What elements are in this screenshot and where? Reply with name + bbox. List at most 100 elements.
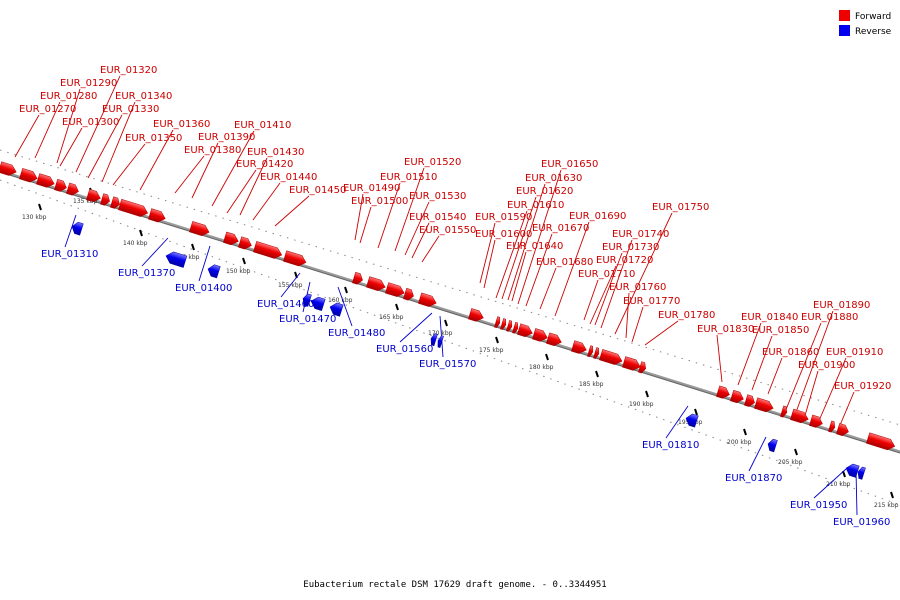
forward-gene[interactable] [517,323,534,339]
reverse-gene[interactable] [684,412,699,428]
legend-forward-label: Forward [855,12,891,22]
forward-gene[interactable] [54,178,68,193]
forward-gene[interactable] [744,394,756,408]
forward-gene[interactable] [593,347,600,360]
forward-gene-label: EUR_01490 [343,183,400,194]
forward-gene[interactable] [494,316,501,329]
forward-gene[interactable] [828,420,836,433]
forward-gene[interactable] [366,276,386,293]
forward-gene[interactable] [546,332,563,348]
reverse-gene[interactable] [328,301,344,317]
forward-gene[interactable] [836,423,850,437]
tick-label: 175 kbp [479,347,504,354]
forward-gene-label: EUR_01640 [506,241,563,252]
reverse-gene[interactable] [844,462,860,478]
forward-leader-line [404,201,430,256]
tick-label: 215 kbp [874,502,899,509]
forward-gene[interactable] [500,318,507,330]
forward-gene-label: EUR_01340 [115,91,172,102]
reverse-gene[interactable] [301,293,312,307]
forward-gene-label: EUR_01500 [351,196,408,207]
gene-labels: EUR_01270 EUR_01280 EUR_01290 EUR_01300 EUR_… [19,65,891,528]
forward-leader-line [794,310,834,416]
forward-gene[interactable] [19,167,39,184]
forward-leader-line [784,322,822,413]
tick-mark [242,257,246,265]
forward-gene[interactable] [418,292,438,309]
reverse-gene[interactable] [309,295,326,312]
forward-gene[interactable] [532,328,549,343]
forward-gene-label: EUR_01610 [507,200,564,211]
forward-gene[interactable] [780,405,788,418]
reverse-gene-label: EUR_01310 [41,249,98,260]
reverse-gene-label: EUR_01870 [725,473,782,484]
forward-gene[interactable] [223,231,240,247]
forward-leader-line [554,221,590,317]
forward-gene[interactable] [385,282,405,299]
forward-gene-label: EUR_01670 [532,223,589,234]
forward-gene[interactable] [512,321,519,334]
forward-gene-label: EUR_01330 [102,104,159,115]
forward-leader-line [737,322,762,386]
forward-gene[interactable] [352,271,364,285]
tick-mark [38,203,42,211]
forward-leader-line [274,195,310,227]
tick-label: 160 kbp [328,297,353,304]
forward-gene[interactable] [790,408,810,425]
forward-gene[interactable] [506,320,513,332]
reverse-gene[interactable] [436,335,444,348]
forward-gene-label: EUR_01530 [409,191,466,202]
gene-features [0,161,896,480]
forward-gene-label: EUR_01300 [62,117,119,128]
forward-leader-line [174,155,205,194]
reverse-leader-line [855,469,858,516]
forward-gene[interactable] [599,349,623,366]
forward-gene[interactable] [86,188,102,203]
reverse-gene[interactable] [766,438,778,453]
forward-gene[interactable] [638,361,647,374]
forward-gene[interactable] [253,241,283,260]
forward-gene-label: EUR_01880 [801,312,858,323]
reverse-gene-label: EUR_01400 [175,283,232,294]
forward-leader-line [716,334,723,383]
forward-gene[interactable] [100,193,111,207]
forward-leader-line [644,320,679,346]
reverse-gene[interactable] [164,250,188,268]
tick-label: 200 kbp [727,439,752,446]
forward-gene[interactable] [403,287,415,301]
forward-leader-line [421,235,440,263]
forward-gene[interactable] [754,397,774,414]
tick-mark [545,353,549,361]
forward-gene[interactable] [238,236,253,251]
forward-gene[interactable] [571,340,588,356]
forward-gene[interactable] [716,385,731,400]
reverse-gene-label: EUR_01480 [328,328,385,339]
forward-gene[interactable] [36,173,56,190]
forward-gene[interactable] [110,196,121,210]
forward-gene[interactable] [622,356,642,373]
forward-gene[interactable] [66,182,80,197]
reverse-gene[interactable] [429,333,438,347]
forward-gene[interactable] [283,250,307,268]
forward-gene[interactable] [587,345,594,358]
forward-gene-label: EUR_01540 [409,212,466,223]
forward-gene[interactable] [148,208,167,224]
forward-gene[interactable] [468,308,485,323]
forward-leader-line [239,157,268,216]
forward-leader-line [14,114,40,158]
forward-gene[interactable] [730,389,745,404]
reverse-gene[interactable] [206,263,221,279]
forward-gene[interactable] [0,161,18,178]
reverse-gene[interactable] [70,221,84,236]
forward-gene[interactable] [866,432,896,452]
reverse-gene[interactable] [856,466,866,480]
forward-gene[interactable] [118,198,149,218]
tick-label: 150 kbp [226,268,251,275]
tick-label: 180 kbp [529,364,554,371]
forward-gene-label: EUR_01770 [623,296,680,307]
forward-leader-line [75,75,121,173]
forward-gene[interactable] [809,414,824,429]
forward-gene-label: EUR_01720 [596,255,653,266]
forward-gene[interactable] [189,221,210,237]
